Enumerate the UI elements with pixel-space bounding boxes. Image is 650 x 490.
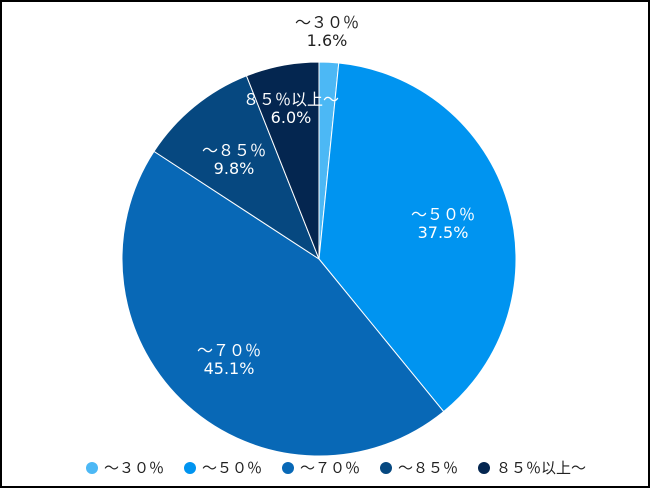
slice-value-label-3: 45.1%: [204, 359, 255, 378]
legend-marker-4: [380, 462, 392, 474]
legend-label-3: ～７０％: [300, 459, 360, 477]
slice-labels: ～３０％1.6% ～５０％37.5% ～７０％45.1% ～８５％9.8% ８５％以上～…: [197, 13, 475, 378]
legend-label-2: ～５０％: [202, 459, 262, 477]
legend: ～３０％ ～５０％ ～７０％ ～８５％ ８５％以上～: [86, 459, 586, 477]
slice-value-label-4: 9.8%: [214, 159, 255, 178]
legend-marker-5: [478, 462, 490, 474]
pie-slice-5: [245, 61, 320, 260]
slice-category-label-2: ～５０％: [411, 205, 475, 224]
pie-slice-2: [318, 62, 517, 413]
slice-value-label-2: 37.5%: [418, 223, 469, 242]
slice-category-label-3: ～７０％: [197, 341, 261, 360]
slice-category-label-4: ～８５％: [202, 141, 266, 160]
legend-marker-2: [184, 462, 196, 474]
slice-category-label-1: ～３０％: [295, 13, 359, 32]
slice-category-label-5: ８５％以上～: [243, 90, 339, 109]
legend-marker-1: [86, 462, 98, 474]
legend-label-4: ～８５％: [398, 459, 458, 477]
pie-slices: [121, 61, 517, 457]
pie-slice-3: [121, 150, 445, 457]
legend-marker-3: [282, 462, 294, 474]
slice-value-label-5: 6.0%: [271, 108, 312, 127]
legend-label-1: ～３０％: [104, 459, 164, 477]
slice-value-label-1: 1.6%: [307, 31, 348, 50]
pie-slice-4: [153, 75, 321, 261]
legend-label-5: ８５％以上～: [496, 459, 586, 477]
